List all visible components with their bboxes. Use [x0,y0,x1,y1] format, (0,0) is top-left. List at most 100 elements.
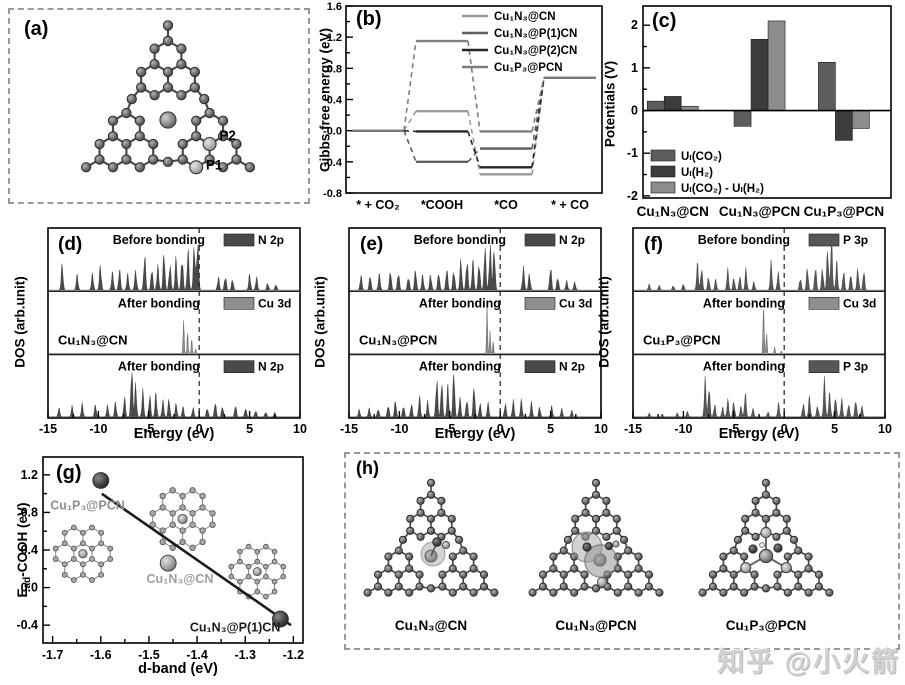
svg-text:Before bonding: Before bonding [113,233,205,247]
svg-text:N 2p: N 2p [258,360,284,374]
svg-text:-15: -15 [39,422,57,436]
svg-text:-0.0: -0.0 [323,126,342,138]
svg-text:10: 10 [594,422,608,436]
scatter-x-axis-label: d-band (eV) [138,661,218,677]
svg-text:*CO: *CO [494,198,518,212]
svg-text:-15: -15 [340,422,358,436]
svg-text:-10: -10 [390,422,408,436]
panel-e-dos: Before bonding N 2p After bonding Cu 3d Cu₁N… [308,222,608,446]
svg-text:-10: -10 [89,422,107,436]
svg-text:-5: -5 [444,422,455,436]
svg-text:0.8: 0.8 [327,63,342,75]
scatter-point [159,554,177,572]
svg-text:Cu₁N₃@P(2)CN: Cu₁N₃@P(2)CN [494,45,577,57]
svg-text:P 3p: P 3p [843,360,868,374]
svg-text:0: 0 [497,422,504,436]
svg-text:5: 5 [547,422,554,436]
scatter-y-axis-label: Ead-COOH (eV) [15,503,33,598]
svg-text:Uₗ(H₂): Uₗ(H₂) [681,167,713,179]
scatter-point [92,472,110,489]
svg-text:2: 2 [631,18,638,32]
svg-text:After bonding: After bonding [118,296,200,310]
svg-text:-1.7: -1.7 [42,648,64,662]
dos-f-svg: Before bonding P 3p After bonding Cu 3d Cu₁P… [624,227,892,436]
watermark-text: 知乎 @小火箭 [717,647,900,677]
svg-text:1: 1 [631,61,638,75]
svg-text:10: 10 [878,422,892,436]
scatter-ylabel-main: E [15,588,30,598]
dos-f-y-axis-label: DOS (arb.unit) [596,276,612,368]
dos-e-y-axis-label: DOS (arb.unit) [312,276,328,368]
svg-text:-1.2: -1.2 [283,648,305,662]
svg-text:Before bonding: Before bonding [698,233,790,247]
svg-text:0.0: 0.0 [21,581,38,595]
svg-text:-0.8: -0.8 [323,188,342,200]
panel-f-dos: Before bonding P 3p After bonding Cu 3d Cu₁P… [592,222,892,446]
svg-text:0.4: 0.4 [21,543,38,557]
svg-text:N 2p: N 2p [559,360,585,374]
svg-text:Cu₁N₃@CN: Cu₁N₃@CN [58,333,128,348]
svg-text:0.4: 0.4 [327,95,343,107]
panel-f-letter: (f) [644,234,663,255]
svg-text:Before bonding: Before bonding [414,233,506,247]
svg-text:-1.3: -1.3 [234,648,256,662]
svg-text:Cu₁N₃@PCN: Cu₁N₃@PCN [719,204,800,219]
panel-g-scatter: -1.7 -1.6 -1.5 -1.4 -1.3 -1.2 -0.4 0.0 0.4 0.8 1.2… [8,448,340,685]
panel-g-letter: (g) [56,462,82,484]
svg-text:P 3p: P 3p [843,233,868,247]
svg-text:-1.6: -1.6 [90,648,112,662]
svg-text:After bonding: After bonding [419,296,501,310]
molecule-flake [698,478,834,597]
dos-d-x-axis-label: Energy (eV) [133,426,215,442]
inset-molecule [52,524,114,583]
molecules-h-svg [363,478,834,597]
svg-text:Cu₁N₃@CN: Cu₁N₃@CN [494,11,556,23]
molecule-flake [363,478,499,597]
svg-text:Cu₁N₃@PCN: Cu₁N₃@PCN [359,333,437,348]
svg-text:-1.4: -1.4 [186,648,208,662]
molecule-flake [528,478,664,597]
panel-d-dos: Before bonding N 2p After bonding Cu 3d Cu₁N… [8,222,308,446]
svg-text:After bonding: After bonding [419,360,501,374]
svg-text:0.8: 0.8 [21,505,38,519]
svg-text:-1.5: -1.5 [138,648,160,662]
panel-a-structure: P1 P2 (a) [8,8,310,204]
svg-text:Cu₁P₃@PCN: Cu₁P₃@PCN [494,62,563,74]
molecule-a-svg: P1 P2 [80,20,256,175]
svg-text:P1: P1 [206,157,223,172]
svg-text:After bonding: After bonding [703,360,785,374]
panel-b-letter: (b) [356,8,382,30]
panel-b-gibbs: -0.8 -0.4 -0.0 0.4 0.8 1.2 1.6 Cu₁N₃@CN Cu₁N₃@P(… [312,0,618,216]
svg-text:Cu₁N₃@CN: Cu₁N₃@CN [637,204,709,219]
potentials-y-axis-label: Potentials (V) [602,60,618,148]
molecule-flake [80,20,256,175]
svg-text:* + CO₂: * + CO₂ [356,198,399,212]
structure-label-cn: Cu₁N₃@CN [394,618,468,633]
svg-text:1.2: 1.2 [21,468,38,482]
structure-label-pcn: Cu₁N₃@PCN [555,618,637,633]
panel-c-letter: (c) [652,10,677,32]
svg-text:-0.4: -0.4 [323,157,343,169]
svg-text:-2: -2 [627,189,638,203]
svg-text:-0.4: -0.4 [16,618,38,632]
svg-text:0: 0 [631,104,638,118]
structure-label-p3pcn: Cu₁P₃@PCN [725,618,807,633]
svg-text:*COOH: *COOH [421,198,463,212]
gibbs-plot-svg: -0.8 -0.4 -0.0 0.4 0.8 1.2 1.6 Cu₁N₃@CN Cu₁N₃@P(… [323,1,603,212]
svg-text:Cu₁N₃@P(1)CN: Cu₁N₃@P(1)CN [190,621,281,635]
panel-h-structures: (h) Cu₁N₃@CN Cu₁N₃@PCN Cu₁P₃@PCN [344,452,900,650]
svg-text:Cu 3d: Cu 3d [559,296,592,310]
svg-text:0: 0 [781,422,788,436]
svg-text:0: 0 [196,422,203,436]
svg-text:N 2p: N 2p [258,233,284,247]
dos-d-svg: Before bonding N 2p After bonding Cu 3d Cu₁N… [39,227,307,436]
svg-text:N 2p: N 2p [559,233,585,247]
scatter-ylabel-sub: ad [22,576,33,589]
dos-e-x-axis-label: Energy (eV) [434,426,516,442]
svg-text:Cu₁N₃@CN: Cu₁N₃@CN [147,572,214,586]
svg-text:Cu₁P₃@PCN: Cu₁P₃@PCN [50,499,125,513]
svg-text:Cu₁P₃@PCN: Cu₁P₃@PCN [643,333,721,348]
scatter-plot-svg: -1.7 -1.6 -1.5 -1.4 -1.3 -1.2 -0.4 0.0 0.4 0.8 1.2… [16,456,305,662]
svg-text:5: 5 [831,422,838,436]
